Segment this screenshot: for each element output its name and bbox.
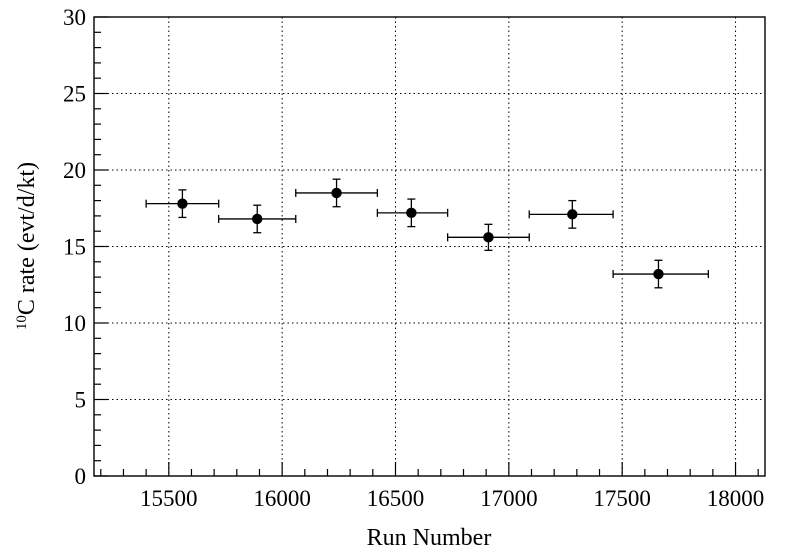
data-marker [252, 213, 263, 225]
x-axis-title: Run Number [367, 525, 492, 551]
y-tick-label: 0 [75, 464, 87, 489]
data-point [218, 204, 297, 234]
data-marker [567, 209, 578, 220]
x-tick-label: 18000 [707, 486, 765, 511]
y-axis-title-superscript: 10 [14, 315, 30, 330]
y-tick-label: 5 [75, 388, 87, 413]
data-marker [331, 187, 342, 199]
grid-lines [94, 17, 765, 476]
data-marker [406, 207, 417, 219]
data-point [145, 189, 220, 219]
x-tick-label: 15500 [140, 486, 198, 511]
y-axis-title: 10C rate (evt/d/kt) [14, 162, 40, 330]
y-tick-label: 15 [63, 235, 86, 260]
y-axis-title-text: C rate (evt/d/kt) [14, 162, 40, 315]
x-tick-label: 16500 [367, 486, 425, 511]
data-point [295, 178, 379, 208]
data-point [528, 199, 614, 229]
y-tick-label: 10 [63, 311, 86, 336]
y-tick-label: 30 [63, 5, 86, 30]
data-point [612, 259, 709, 289]
x-tick-label: 17500 [593, 486, 651, 511]
y-tick-label: 25 [63, 82, 86, 107]
tick-labels: 15500 16000 16500 17000 17500 18000 0 5 10 15 20 25… [63, 5, 764, 511]
data-point [446, 223, 530, 251]
data-point [376, 198, 449, 228]
y-tick-label: 20 [63, 158, 86, 183]
x-tick-label: 17000 [480, 486, 538, 511]
data-points [145, 178, 709, 289]
plot-frame [93, 16, 766, 477]
data-marker [177, 198, 188, 209]
data-marker [483, 232, 494, 243]
x-tick-label: 16000 [253, 486, 311, 511]
data-marker [653, 268, 664, 280]
